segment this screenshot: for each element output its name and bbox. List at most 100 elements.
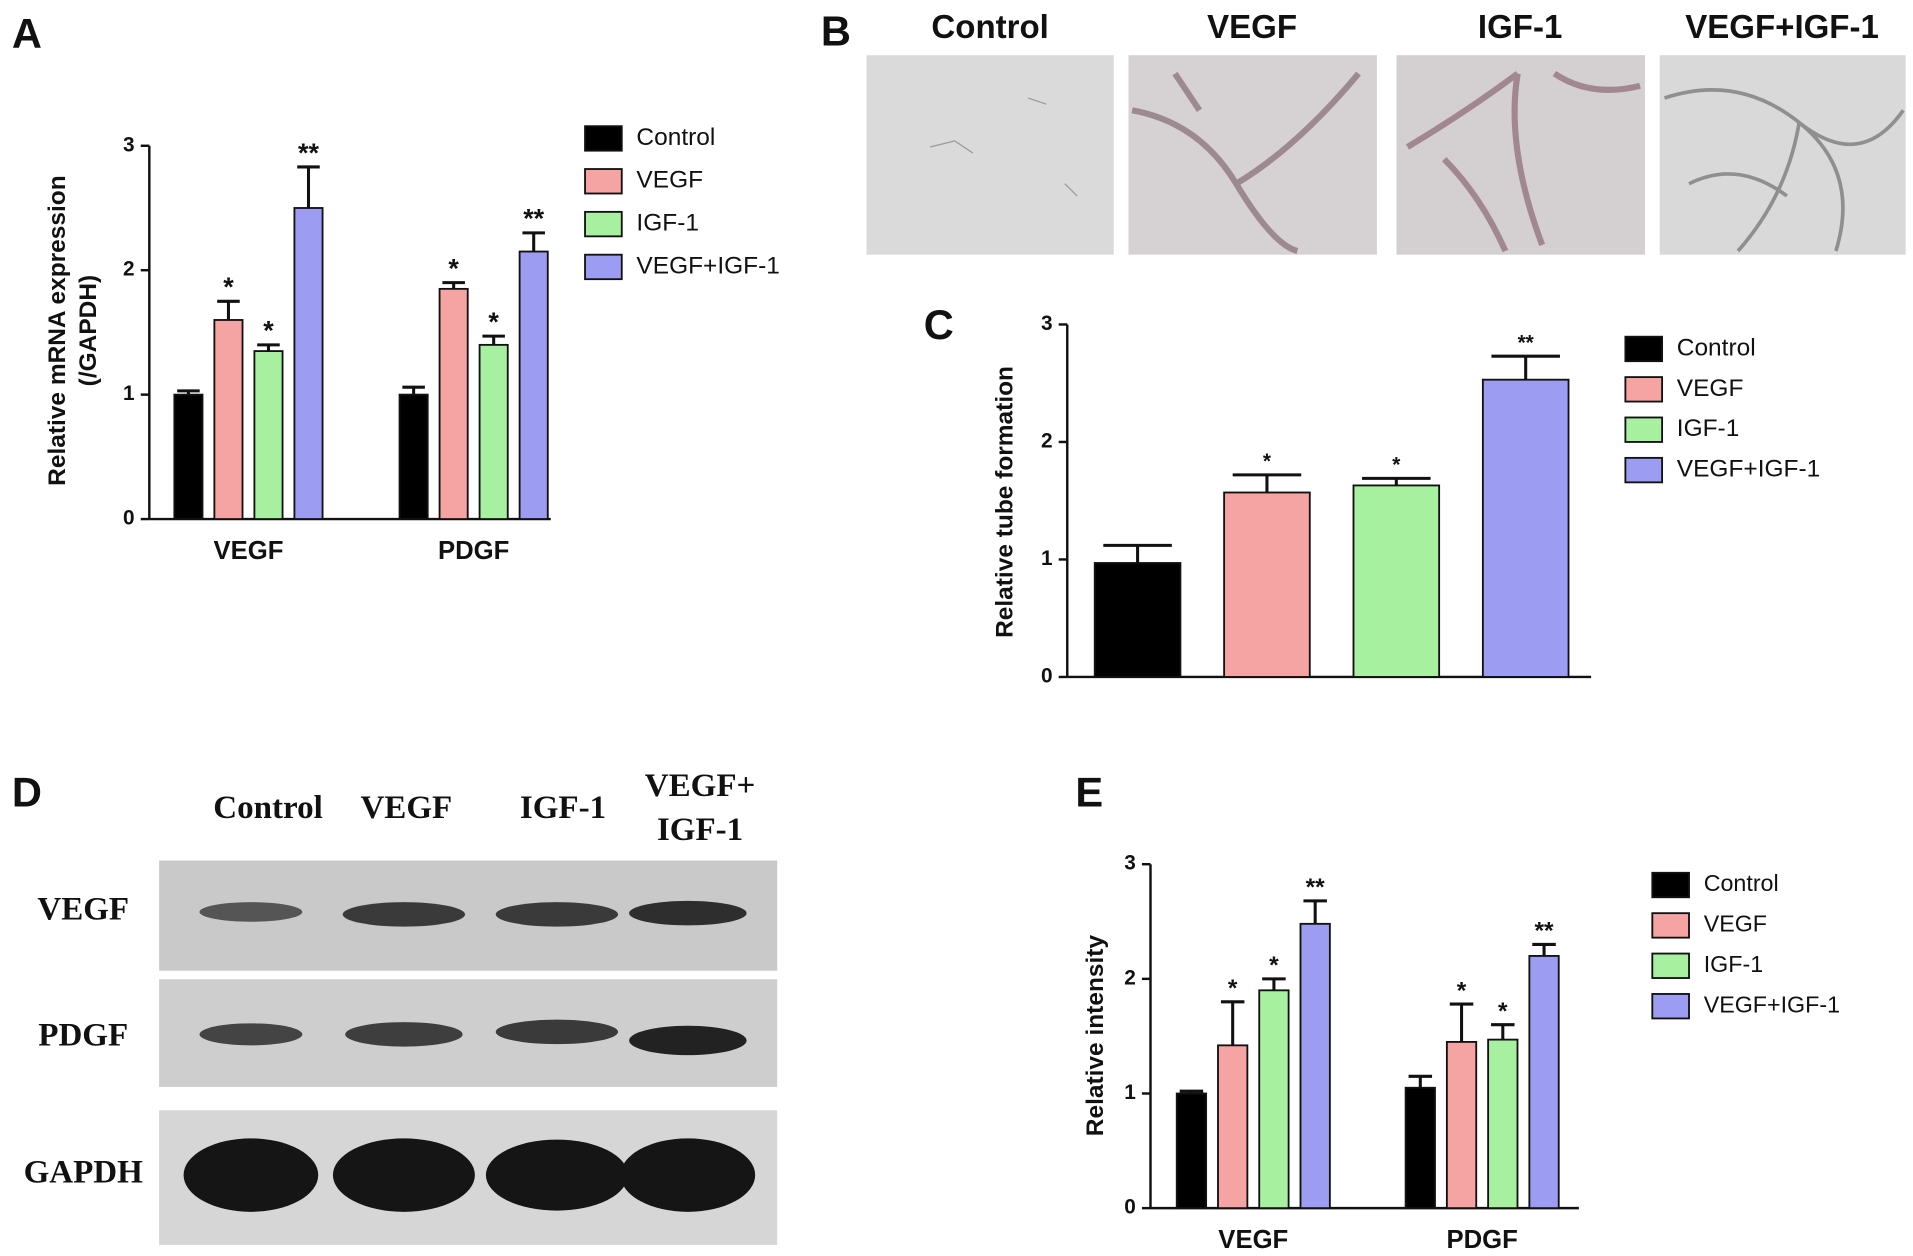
bar <box>478 343 509 520</box>
panel-label: C <box>924 301 954 348</box>
band <box>199 1023 303 1046</box>
y-tick-label: 1 <box>123 382 135 405</box>
band <box>342 902 466 927</box>
legend-swatch <box>584 168 623 195</box>
band <box>485 1139 628 1211</box>
blot-row-label: GAPDH <box>24 1155 144 1191</box>
legend-label: VEGF <box>1677 375 1744 402</box>
band <box>183 1138 319 1212</box>
panel-label: B <box>821 7 851 54</box>
bar <box>1299 922 1331 1210</box>
bar <box>1217 1044 1249 1210</box>
bar <box>1175 1092 1208 1210</box>
bar <box>1481 378 1570 678</box>
y-tick-label: 2 <box>1124 966 1136 989</box>
panel-label: E <box>1075 769 1103 816</box>
x-tick-label: VEGF <box>213 537 283 565</box>
bar <box>1352 484 1441 678</box>
significance-label: * <box>1228 975 1238 1002</box>
bar <box>173 393 204 520</box>
bar <box>438 287 469 520</box>
image-title: IGF-1 <box>1478 9 1562 46</box>
y-tick-label: 3 <box>1041 312 1053 335</box>
bar <box>1093 562 1182 678</box>
legend-swatch <box>584 210 623 238</box>
significance-label: * <box>1498 998 1508 1025</box>
legend-swatch <box>1624 335 1664 363</box>
y-axis-label: Relative intensity <box>1082 935 1109 1137</box>
blot-column-label: IGF-1 <box>657 812 743 848</box>
legend-label: IGF-1 <box>636 210 699 237</box>
band <box>495 1019 619 1045</box>
band <box>345 1022 463 1047</box>
significance-label: ** <box>298 138 319 168</box>
legend-swatch <box>1651 912 1690 939</box>
legend-swatch <box>1651 993 1690 1020</box>
x-tick-label: VEGF <box>1218 1226 1288 1254</box>
bar <box>1487 1038 1519 1210</box>
legend-swatch <box>584 125 623 152</box>
panel-label: A <box>12 10 42 57</box>
legend-label: VEGF+IGF-1 <box>1677 456 1820 483</box>
micrograph <box>1659 55 1906 255</box>
legend-label: VEGF+IGF-1 <box>636 252 779 279</box>
significance-label: ** <box>1306 874 1326 901</box>
tube-trace <box>1131 71 1361 254</box>
bar <box>1404 1086 1436 1210</box>
tube-trace <box>1405 70 1641 253</box>
blot-column-label: Control <box>213 790 322 826</box>
legend-label: VEGF+IGF-1 <box>1704 991 1840 1017</box>
micrographs <box>866 55 1906 255</box>
tube-trace <box>1663 88 1905 253</box>
legend-label: VEGF <box>1704 911 1767 937</box>
band <box>620 1138 756 1212</box>
legend-swatch <box>1624 376 1664 403</box>
significance-label: * <box>1392 454 1401 477</box>
legend-swatch <box>1651 871 1690 899</box>
legend-label: Control <box>636 124 715 151</box>
bar <box>398 393 429 520</box>
blots <box>159 860 778 1245</box>
image-title: Control <box>931 9 1048 46</box>
legend-swatch <box>1651 952 1690 979</box>
legend-label: VEGF <box>636 167 703 194</box>
y-tick-label: 1 <box>1041 547 1053 570</box>
blot-row-label: PDGF <box>38 1018 128 1054</box>
significance-label: * <box>448 254 459 284</box>
bar <box>1528 955 1560 1210</box>
band <box>495 902 619 927</box>
y-axis-label: Relative tube formation <box>992 366 1019 638</box>
legend-label: Control <box>1704 870 1779 896</box>
bar <box>1223 491 1311 678</box>
significance-label: * <box>1457 977 1467 1004</box>
bar <box>293 207 324 520</box>
significance-label: * <box>488 307 499 337</box>
significance-label: * <box>1269 952 1279 979</box>
significance-label: * <box>223 272 234 302</box>
y-tick-label: 0 <box>123 507 135 530</box>
legend-swatch <box>1624 416 1664 443</box>
legend-label: Control <box>1677 334 1756 361</box>
panel-label: D <box>12 769 42 816</box>
band <box>629 900 747 926</box>
image-title: VEGF <box>1207 9 1297 46</box>
blot-column-label: VEGF+ <box>645 768 756 804</box>
y-tick-label: 1 <box>1124 1081 1136 1104</box>
blot-column-label: IGF-1 <box>520 790 606 826</box>
significance-label: ** <box>523 204 544 234</box>
tube-trace <box>930 97 1078 197</box>
band <box>199 902 303 922</box>
y-tick-label: 2 <box>123 258 135 281</box>
significance-label: * <box>1263 450 1272 473</box>
x-tick-label: PDGF <box>1446 1226 1517 1254</box>
legend-swatch <box>584 253 623 281</box>
y-tick-label: 3 <box>1124 852 1136 875</box>
blot-row-label: VEGF <box>37 892 129 928</box>
band <box>629 1025 747 1056</box>
image-title: VEGF+IGF-1 <box>1685 9 1879 46</box>
y-tick-label: 2 <box>1041 429 1053 452</box>
y-axis-label: (/GAPDH) <box>75 275 102 386</box>
bar <box>1445 1040 1478 1210</box>
